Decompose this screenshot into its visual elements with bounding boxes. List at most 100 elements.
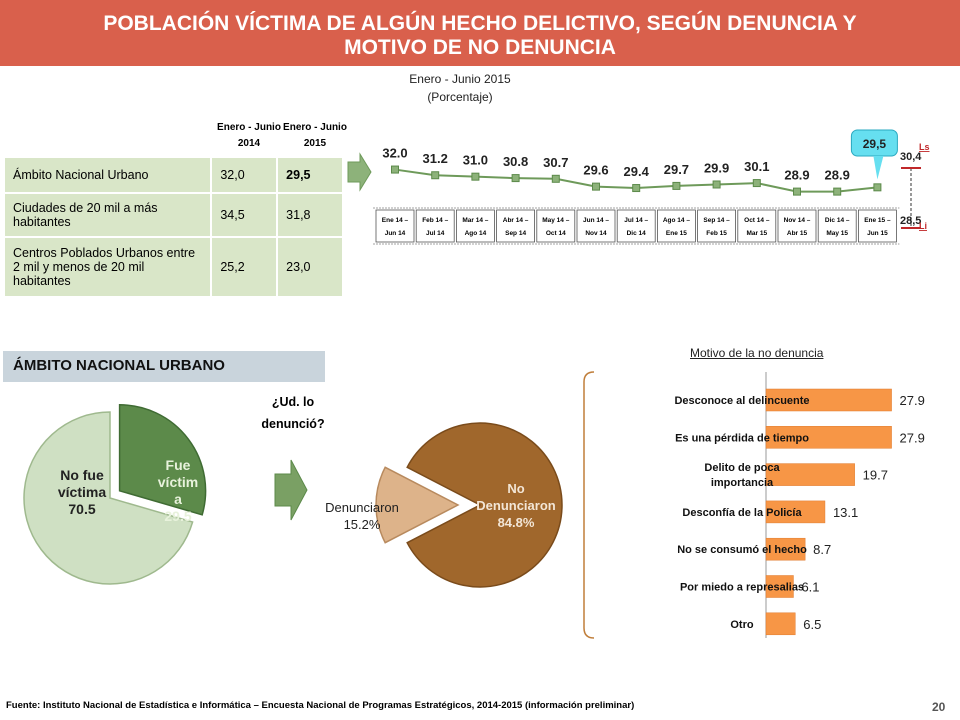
- category-label: Sep 14: [505, 230, 526, 237]
- section-box: ÁMBITO NACIONAL URBANO: [3, 351, 325, 382]
- data-point: [471, 172, 480, 181]
- pie-label-victim: víctim: [158, 474, 198, 490]
- category-label: May 14 –: [542, 217, 569, 224]
- category-box: [616, 209, 656, 243]
- arrow-right-icon: [274, 459, 308, 521]
- question-label: ¿Ud. lo denunció?: [248, 391, 338, 435]
- data-point: [592, 182, 600, 191]
- column-header-2014-line2: 2014: [237, 138, 261, 149]
- category-label: Dic 14: [627, 230, 647, 237]
- category-box: [576, 209, 616, 243]
- category-label: Jul 14 –: [624, 217, 648, 224]
- category-box: [697, 209, 737, 243]
- bar-category-label: No se consumó el hecho: [677, 544, 807, 556]
- chart-subtitle: Enero - Junio 2015 (Porcentaje): [380, 70, 540, 106]
- table-row: Ámbito Nacional Urbano 32,0 29,5: [2, 156, 344, 194]
- lower-limit-label: Li: [919, 221, 927, 231]
- data-label: 29,5: [863, 137, 887, 151]
- data-point: [712, 180, 721, 189]
- data-label: 28.9: [825, 168, 850, 183]
- category-box: [777, 209, 817, 243]
- category-box: [817, 209, 857, 243]
- pie-slice-no-victim: [23, 411, 194, 585]
- question-line1: ¿Ud. lo: [271, 395, 315, 409]
- row-label: Centros Poblados Urbanos entre 2 mil y m…: [2, 236, 213, 298]
- table-row: Centros Poblados Urbanos entre 2 mil y m…: [2, 236, 344, 298]
- bar: [765, 612, 796, 636]
- pie-slice-reported: [375, 466, 460, 544]
- arrow-right-icon: [347, 152, 372, 192]
- bar: [765, 537, 806, 561]
- category-label: Feb 14 –: [422, 217, 448, 224]
- subtitle-unit: (Porcentaje): [427, 90, 493, 104]
- data-label: 30.8: [503, 154, 528, 169]
- category-label: Ene 15 –: [864, 217, 891, 224]
- pie-label-reported: Denunciaron: [325, 500, 399, 515]
- column-header-2015: Enero - Junio 2015: [281, 120, 349, 152]
- category-label: Jun 15: [867, 230, 888, 237]
- data-point: [873, 183, 882, 192]
- category-box: [415, 209, 455, 243]
- category-label: Ene 14 –: [382, 217, 409, 224]
- row-label: Ciudades de 20 mil a más habitantes: [2, 192, 213, 238]
- pie-label-not-reported: Denunciaron: [476, 498, 556, 513]
- category-label: Jun 14: [385, 230, 406, 237]
- category-label: Abr 14 –: [503, 217, 529, 224]
- bar: [765, 426, 892, 449]
- category-box: [536, 209, 576, 243]
- category-label: Jul 14: [426, 230, 445, 237]
- page-title-line2: MOTIVO DE NO DENUNCIA: [344, 36, 616, 59]
- pie-label-not-reported: No: [507, 481, 524, 496]
- data-label: 30.1: [744, 159, 769, 174]
- data-label: 31.2: [423, 151, 448, 166]
- data-label: 28.9: [784, 168, 809, 183]
- data-label: 29.7: [664, 162, 689, 177]
- category-box: [375, 209, 415, 243]
- value-2015: 23,0: [276, 236, 344, 298]
- value-2015: 31,8: [276, 192, 344, 238]
- data-point: [752, 179, 761, 188]
- pie-slice-victim: [118, 404, 207, 516]
- category-box: [857, 209, 897, 243]
- value-2015: 29,5: [276, 156, 344, 194]
- bar-category-label: Delito de poca: [704, 462, 780, 474]
- category-label: Ago 14 –: [663, 217, 690, 224]
- data-point: [672, 181, 681, 190]
- column-header-2014-line1: Enero - Junio: [217, 122, 281, 133]
- bar-value-label: 6.1: [801, 580, 819, 595]
- category-label: Mar 15: [746, 230, 767, 237]
- lower-limit-value: 28,5: [900, 215, 921, 227]
- column-header-2015-line2: 2015: [303, 138, 327, 149]
- category-label: Oct 14: [546, 230, 566, 237]
- pie-label-no-victim: víctima: [58, 484, 106, 500]
- question-line2: denunció?: [261, 417, 325, 431]
- category-box: [656, 209, 696, 243]
- page-title-line1: POBLACIÓN VÍCTIMA DE ALGÚN HECHO DELICTI…: [103, 12, 857, 35]
- data-point: [511, 174, 520, 183]
- category-label: Ene 15: [666, 230, 687, 237]
- data-label: 29.4: [624, 164, 650, 179]
- bar: [765, 388, 892, 412]
- bar: [765, 575, 794, 598]
- data-point: [833, 187, 842, 196]
- table-row: Ciudades de 20 mil a más habitantes 34,5…: [2, 192, 344, 238]
- row-label: Ámbito Nacional Urbano: [2, 156, 213, 194]
- value-2014: 25,2: [210, 236, 279, 298]
- data-label: 32.0: [382, 146, 407, 161]
- title-banner: POBLACIÓN VÍCTIMA DE ALGÚN HECHO DELICTI…: [0, 0, 960, 66]
- category-label: Oct 14 –: [744, 217, 770, 224]
- category-box: [496, 209, 535, 243]
- report-pie-chart: Denunciaron 15.2% No Denunciaron 84.8%: [325, 422, 563, 588]
- bar-category-label: Por miedo a represalias: [680, 582, 804, 594]
- bar-category-label: Otro: [730, 619, 754, 631]
- pie-label-no-victim: No fue: [60, 467, 104, 483]
- subtitle-period: Enero - Junio 2015: [409, 72, 511, 86]
- category-label: Ago 14: [465, 230, 487, 237]
- category-label: Feb 15: [706, 230, 727, 237]
- data-label: 29.6: [583, 163, 608, 178]
- upper-limit-value: 30,4: [900, 151, 922, 163]
- bracket: [583, 371, 595, 639]
- bar-value-label: 13.1: [833, 505, 858, 520]
- data-point: [551, 174, 560, 183]
- pie-label-not-reported: 84.8%: [498, 515, 535, 530]
